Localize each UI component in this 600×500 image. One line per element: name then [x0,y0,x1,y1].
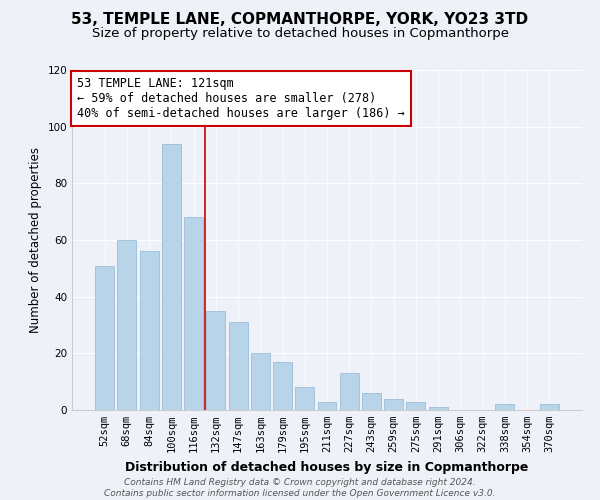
Bar [273,362,292,410]
Bar [362,393,381,410]
Bar [95,266,114,410]
Bar [251,354,270,410]
Text: Size of property relative to detached houses in Copmanthorpe: Size of property relative to detached ho… [91,28,509,40]
Bar [118,240,136,410]
Bar [229,322,248,410]
Bar [140,252,158,410]
Text: 53 TEMPLE LANE: 121sqm
← 59% of detached houses are smaller (278)
40% of semi-de: 53 TEMPLE LANE: 121sqm ← 59% of detached… [77,77,405,120]
Bar [496,404,514,410]
Bar [317,402,337,410]
X-axis label: Distribution of detached houses by size in Copmanthorpe: Distribution of detached houses by size … [125,460,529,473]
Text: Contains HM Land Registry data © Crown copyright and database right 2024.
Contai: Contains HM Land Registry data © Crown c… [104,478,496,498]
Bar [184,218,203,410]
Text: 53, TEMPLE LANE, COPMANTHORPE, YORK, YO23 3TD: 53, TEMPLE LANE, COPMANTHORPE, YORK, YO2… [71,12,529,28]
Bar [295,388,314,410]
Y-axis label: Number of detached properties: Number of detached properties [29,147,42,333]
Bar [206,311,225,410]
Bar [406,402,425,410]
Bar [429,407,448,410]
Bar [340,373,359,410]
Bar [162,144,181,410]
Bar [384,398,403,410]
Bar [540,404,559,410]
